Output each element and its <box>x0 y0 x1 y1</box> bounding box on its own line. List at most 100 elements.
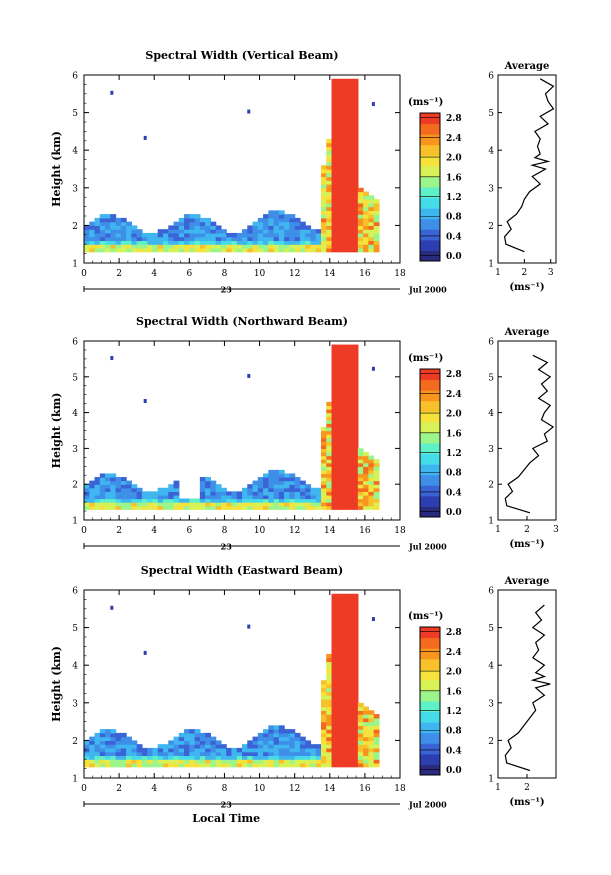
heatmap-cell <box>363 487 369 492</box>
heatmap-cell <box>284 740 290 745</box>
heatmap-cell <box>273 762 280 768</box>
heatmap-cell <box>163 491 169 496</box>
heatmap-cell <box>205 477 211 482</box>
heatmap-cell <box>84 225 90 230</box>
heatmap-cell <box>357 762 364 768</box>
heatmap-cell <box>352 650 359 655</box>
heatmap-cell <box>347 387 354 392</box>
heatmap-cell <box>326 444 333 449</box>
heatmap-cell <box>310 751 317 757</box>
heatmap-cell <box>347 355 354 360</box>
heatmap-cell <box>315 502 322 507</box>
heatmap-cell <box>143 135 147 140</box>
heatmap-cell <box>347 455 354 460</box>
heatmap-cell <box>94 247 101 253</box>
heatmap-cell <box>268 762 275 768</box>
heatmap-cell <box>342 665 348 670</box>
heatmap-cell <box>115 491 122 496</box>
heatmap-cell <box>199 747 206 753</box>
colorbar-swatch <box>420 443 440 455</box>
heatmap-cell <box>226 240 233 245</box>
heatmap-cell <box>373 762 380 768</box>
heatmap-cell <box>315 498 322 503</box>
heatmap-cell <box>331 477 338 482</box>
heatmap-cell <box>136 751 143 757</box>
heatmap-cell <box>331 172 338 178</box>
heatmap-cell <box>373 217 380 223</box>
heatmap-cell <box>305 494 312 500</box>
heatmap-cell <box>326 426 333 432</box>
heatmap-cell <box>331 176 338 181</box>
heatmap-cell <box>126 494 132 500</box>
heatmap-cell <box>363 729 369 734</box>
heatmap-cell <box>299 494 306 500</box>
heatmap-cell <box>136 247 143 253</box>
heatmap-cell <box>268 477 275 482</box>
heatmap-cell <box>347 412 354 417</box>
heatmap-cell <box>315 759 322 764</box>
heatmap-cell <box>289 762 296 768</box>
heatmap-cell <box>136 498 143 503</box>
heatmap-cell <box>331 487 338 492</box>
heatmap-cell <box>342 680 348 685</box>
average-y-tick-label: 5 <box>488 109 494 119</box>
heatmap-cell <box>168 491 175 496</box>
heatmap-cell <box>331 348 338 353</box>
x-tick-label: 16 <box>359 269 371 279</box>
heatmap-cell <box>347 605 354 610</box>
heatmap-cell <box>336 498 343 503</box>
heatmap-cell <box>231 747 238 753</box>
heatmap-cell <box>173 751 180 757</box>
heatmap-cell <box>342 608 348 614</box>
heatmap-cell <box>178 751 185 757</box>
heatmap-cell <box>326 653 333 659</box>
heatmap-cell <box>210 747 217 753</box>
heatmap-cell <box>347 736 354 741</box>
heatmap-cell <box>252 484 259 489</box>
heatmap-cell <box>321 430 327 435</box>
heatmap-cell <box>215 505 222 510</box>
heatmap-cell <box>231 762 238 768</box>
heatmap-cell <box>347 665 354 670</box>
heatmap-cell <box>163 759 169 764</box>
heatmap-cell <box>331 480 338 485</box>
heatmap-cell <box>342 187 348 193</box>
heatmap-cell <box>326 505 333 510</box>
heatmap-cell <box>205 732 211 738</box>
heatmap-cell <box>321 736 327 741</box>
heatmap-cell <box>321 232 327 238</box>
heatmap-cell <box>284 244 290 249</box>
heatmap-cell <box>136 240 143 245</box>
heatmap-cell <box>268 469 275 475</box>
heatmap-cell <box>326 430 333 435</box>
heatmap-cell <box>263 732 269 738</box>
heatmap-cell <box>336 176 343 181</box>
heatmap-cell <box>352 195 359 200</box>
heatmap-cell <box>215 740 222 745</box>
heatmap-cell <box>368 744 375 749</box>
heatmap-cell <box>89 487 96 492</box>
heatmap-cell <box>336 366 343 371</box>
heatmap-cell <box>352 462 359 467</box>
average-line <box>504 354 555 514</box>
heatmap-cell <box>352 759 359 764</box>
heatmap-cell <box>236 759 243 764</box>
heatmap-cell <box>331 344 338 349</box>
heatmap-cell <box>173 736 180 741</box>
heatmap-cell <box>184 217 190 223</box>
heatmap-cell <box>331 169 338 174</box>
heatmap-cell <box>294 244 301 249</box>
heatmap-cell <box>220 494 227 500</box>
heatmap-cell <box>126 736 132 741</box>
heatmap-cell <box>157 247 164 253</box>
heatmap-cell <box>368 480 375 485</box>
heatmap-cell <box>110 729 117 734</box>
heatmap-cell <box>336 736 343 741</box>
heatmap-cell <box>331 146 338 151</box>
heatmap-cell <box>326 416 333 421</box>
heatmap-cell <box>163 247 169 253</box>
heatmap-cell <box>342 90 348 95</box>
heatmap-cell <box>352 616 359 621</box>
heatmap-cell <box>310 759 317 764</box>
heatmap-cell <box>347 210 354 215</box>
